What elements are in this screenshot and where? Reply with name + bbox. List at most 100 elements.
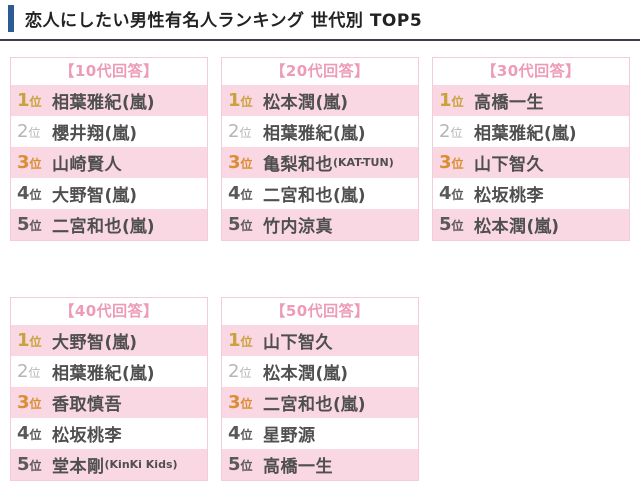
- rank-number: 3: [228, 392, 241, 413]
- rank-label: 3位: [17, 152, 52, 173]
- ranking-table: 【50代回答】 1位 山下智久 2位 松本潤 (嵐) 3位 二宮和也 (嵐) 4位 星野源 5位 高橋一…: [221, 297, 419, 481]
- rank-label: 4位: [439, 183, 474, 204]
- rank-label: 2位: [228, 121, 263, 142]
- ranking-table: 【40代回答】 1位 大野智 (嵐) 2位 相葉雅紀 (嵐) 3位 香取慎吾 4位 松坂桃李 5位 堂本…: [10, 297, 208, 481]
- ranking-grid: 【10代回答】 1位 相葉雅紀 (嵐) 2位 櫻井翔 (嵐) 3位 山崎賢人 4位 大野智 (嵐) 5位…: [10, 57, 630, 481]
- ranking-row: 2位 櫻井翔 (嵐): [11, 116, 207, 147]
- rank-number: 3: [439, 152, 452, 173]
- ranking-row: 4位 星野源: [222, 418, 418, 449]
- celebrity-name: 相葉雅紀: [52, 93, 122, 113]
- rank-number: 4: [17, 183, 30, 204]
- rank-label: 2位: [228, 361, 263, 382]
- ranking-row: 5位 堂本剛 (KinKi Kids): [11, 449, 207, 480]
- rank-number: 5: [439, 214, 452, 235]
- rank-number: 3: [17, 152, 30, 173]
- ranking-row: 4位 松坂桃李: [433, 178, 629, 209]
- rank-label: 5位: [228, 214, 263, 235]
- rank-label: 5位: [17, 454, 52, 475]
- celebrity-name: 櫻井翔: [52, 124, 105, 144]
- rank-number: 4: [228, 423, 241, 444]
- title-underline: [0, 39, 640, 41]
- rank-suffix: 位: [450, 126, 463, 140]
- celebrity-name: 相葉雅紀: [52, 364, 122, 384]
- celebrity-name: 亀梨和也: [263, 155, 333, 175]
- rank-label: 2位: [439, 121, 474, 142]
- affiliation-label: (嵐): [333, 395, 366, 415]
- ranking-row: 1位 高橋一生: [433, 85, 629, 116]
- rank-number: 2: [17, 361, 29, 382]
- table-title: 【50代回答】: [270, 302, 370, 320]
- ranking-row: 3位 亀梨和也 (KAT-TUN): [222, 147, 418, 178]
- rank-suffix: 位: [28, 366, 41, 380]
- celebrity-name: 松本潤: [263, 93, 316, 113]
- rank-suffix: 位: [29, 95, 42, 109]
- celebrity-name: 高橋一生: [474, 93, 544, 113]
- rank-suffix: 位: [239, 126, 252, 140]
- affiliation-label: (嵐): [333, 186, 366, 206]
- rank-label: 1位: [17, 330, 52, 351]
- title-accent-bar: [8, 5, 14, 32]
- celebrity-name: 相葉雅紀: [474, 124, 544, 144]
- rank-number: 3: [228, 152, 241, 173]
- rank-label: 2位: [17, 121, 52, 142]
- ranking-row: 5位 竹内涼真: [222, 209, 418, 240]
- rank-suffix: 位: [29, 188, 42, 202]
- celebrity-name: 大野智: [52, 186, 105, 206]
- rank-label: 2位: [17, 361, 52, 382]
- celebrity-name: 二宮和也: [263, 395, 333, 415]
- rank-label: 3位: [228, 392, 263, 413]
- celebrity-name: 香取慎吾: [52, 395, 122, 415]
- rank-suffix: 位: [28, 126, 41, 140]
- affiliation-label: (嵐): [104, 333, 138, 353]
- table-title: 【30代回答】: [481, 62, 581, 80]
- rank-number: 2: [439, 121, 451, 142]
- celebrity-name: 竹内涼真: [263, 217, 333, 237]
- page-title: 恋人にしたい男性有名人ランキング 世代別 TOP5: [25, 11, 423, 31]
- rank-number: 2: [17, 121, 29, 142]
- rank-number: 5: [17, 214, 30, 235]
- ranking-row: 3位 二宮和也 (嵐): [222, 387, 418, 418]
- rank-suffix: 位: [451, 157, 464, 171]
- ranking-row: 2位 相葉雅紀 (嵐): [433, 116, 629, 147]
- rank-suffix: 位: [240, 188, 253, 202]
- rank-label: 1位: [228, 330, 263, 351]
- rank-label: 5位: [228, 454, 263, 475]
- rank-label: 1位: [439, 90, 474, 111]
- ranking-row: 5位 二宮和也 (嵐): [11, 209, 207, 240]
- celebrity-name: 山下智久: [263, 333, 333, 353]
- rank-suffix: 位: [451, 219, 464, 233]
- celebrity-name: 松本潤: [263, 364, 316, 384]
- ranking-row: 2位 松本潤 (嵐): [222, 356, 418, 387]
- ranking-row: 1位 松本潤 (嵐): [222, 85, 418, 116]
- rank-label: 4位: [17, 183, 52, 204]
- rank-number: 2: [228, 121, 240, 142]
- rank-label: 4位: [228, 183, 263, 204]
- rank-suffix: 位: [29, 157, 42, 171]
- affiliation-label: (嵐): [122, 217, 155, 237]
- celebrity-name: 相葉雅紀: [263, 124, 333, 144]
- affiliation-label: (嵐): [122, 93, 155, 113]
- ranking-row: 4位 二宮和也 (嵐): [222, 178, 418, 209]
- affiliation-label: (KinKi Kids): [104, 458, 178, 471]
- rank-label: 5位: [17, 214, 52, 235]
- rank-label: 4位: [228, 423, 263, 444]
- ranking-row: 3位 山崎賢人: [11, 147, 207, 178]
- ranking-table: 【10代回答】 1位 相葉雅紀 (嵐) 2位 櫻井翔 (嵐) 3位 山崎賢人 4位 大野智 (嵐) 5位…: [10, 57, 208, 241]
- rank-label: 5位: [439, 214, 474, 235]
- affiliation-label: (嵐): [104, 124, 138, 144]
- celebrity-name: 星野源: [263, 426, 316, 446]
- affiliation-label: (嵐): [122, 364, 155, 384]
- rank-number: 4: [228, 183, 241, 204]
- celebrity-name: 高橋一生: [263, 457, 333, 477]
- ranking-row: 2位 相葉雅紀 (嵐): [11, 356, 207, 387]
- ranking-row: 2位 相葉雅紀 (嵐): [222, 116, 418, 147]
- rank-suffix: 位: [240, 459, 253, 473]
- ranking-row: 5位 松本潤 (嵐): [433, 209, 629, 240]
- rank-suffix: 位: [451, 188, 464, 202]
- rank-number: 4: [17, 423, 30, 444]
- rank-suffix: 位: [240, 335, 253, 349]
- rank-suffix: 位: [451, 95, 464, 109]
- rank-number: 5: [228, 454, 241, 475]
- ranking-row: 5位 高橋一生: [222, 449, 418, 480]
- rank-suffix: 位: [29, 459, 42, 473]
